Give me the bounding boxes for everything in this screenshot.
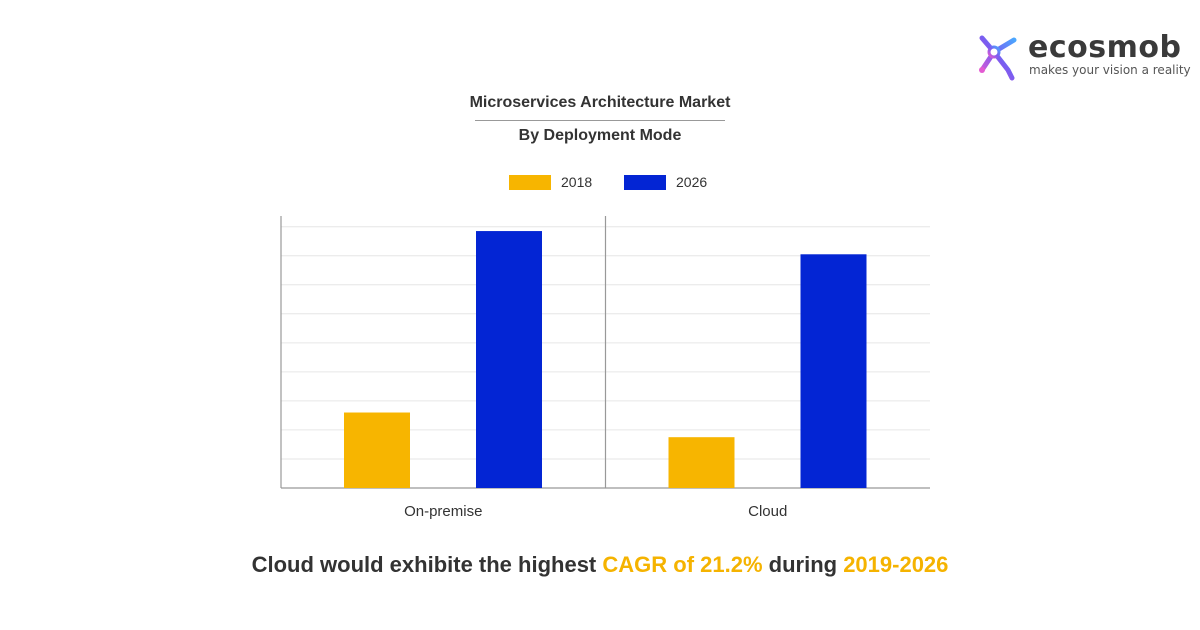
legend-swatch-2018 <box>509 174 551 190</box>
brand-logo: ecosmob makes your vision a reality <box>972 28 1191 84</box>
legend-label-2018: 2018 <box>561 174 593 190</box>
legend-label-2026: 2026 <box>676 174 708 190</box>
chart-legend: 2018 2026 <box>0 172 1200 192</box>
bar-cloud-2026 <box>800 254 867 488</box>
bar-cloud-2018 <box>668 437 735 488</box>
x-tick-label-on-premise: On-premise <box>404 503 482 520</box>
legend-swatch-2026 <box>624 174 666 190</box>
footer-text-1: Cloud would exhibite the highest <box>251 552 603 577</box>
title-divider <box>475 120 725 121</box>
legend-item-2018: 2018 <box>509 172 592 192</box>
footer-caption: Cloud would exhibite the highest CAGR of… <box>0 552 1200 578</box>
bar-on-premise-2026 <box>476 231 542 488</box>
footer-text-2: during <box>762 552 844 577</box>
bar-on-premise-2018 <box>344 412 410 488</box>
ecosmob-logo-mark-icon <box>979 35 1017 81</box>
brand-name: ecosmob <box>1028 30 1182 65</box>
chart-subtitle: By Deployment Mode <box>518 127 682 144</box>
legend-item-2026: 2026 <box>624 172 707 192</box>
footer-highlight-period: 2019-2026 <box>843 552 949 577</box>
footer-highlight-cagr: CAGR of 21.2% <box>602 552 763 577</box>
x-tick-label-cloud: Cloud <box>748 503 787 520</box>
brand-tagline: makes your vision a reality <box>1029 63 1191 77</box>
chart-title: Microservices Architecture Market <box>469 94 731 111</box>
